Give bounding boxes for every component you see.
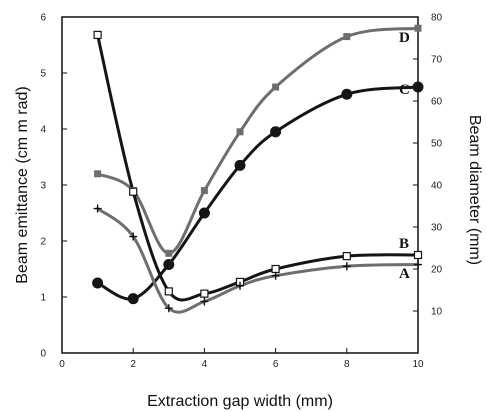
x-tick-label: 4 [202,359,208,370]
y-tick-label: 3 [40,181,46,192]
y2-tick-label: 50 [431,139,443,150]
y2-tick-label: 30 [431,223,443,234]
data-point-a [271,271,280,280]
x-tick-label: 6 [273,359,279,370]
data-point-d [236,128,244,136]
data-point-a [129,232,138,241]
data-point-c [163,259,175,271]
curve-label-a: A [399,266,410,282]
data-point-c [127,293,139,305]
chart-markers [92,24,424,313]
curve-label-d: D [399,30,410,46]
series-line-d [96,26,420,255]
x-tick-label: 8 [344,359,350,370]
y-tick-label: 1 [40,293,46,304]
y2-tick-label: 60 [431,97,443,108]
data-point-a [236,281,244,290]
data-point-a [414,260,422,269]
data-point-c [92,277,104,289]
series-line-b [96,33,420,302]
data-point-d [272,83,280,91]
curve-label-b: B [399,236,409,252]
data-point-c [234,159,246,171]
data-point-d [343,33,351,41]
data-point-a [342,262,351,271]
y-tick-label: 5 [40,69,46,80]
data-point-b [164,287,173,296]
data-point-b [200,289,209,298]
y-tick-label: 4 [40,125,46,136]
y-tick-label: 6 [40,13,46,24]
x-tick-label: 10 [412,359,424,370]
data-point-b [271,264,280,274]
curve-label-c: C [399,82,410,98]
series-line-c [96,85,420,301]
data-point-b [342,252,351,261]
data-point-b [413,250,423,260]
data-point-a [93,204,102,213]
data-point-b [129,187,138,196]
data-point-d [200,187,208,195]
data-point-a [200,297,209,306]
y2-tick-label: 20 [431,265,443,276]
x-tick-label: 2 [130,359,136,370]
data-point-d [94,170,102,178]
y2-tick-label: 10 [431,307,443,318]
data-point-c [341,88,353,100]
plot-frame [61,16,419,354]
x-tick-label: 0 [59,359,65,370]
chart-curves [96,26,420,314]
axis-ticks: 0 2 4 6 8 10 0 1 2 3 4 5 6 10 20 30 40 50 60 70 80 [40,13,442,371]
y2-axis-title: Beam diameter (mm) [466,115,483,265]
data-point-b [93,30,102,40]
y-tick-label: 2 [40,237,46,248]
data-point-c [198,207,210,219]
data-point-c [412,81,424,93]
y2-tick-label: 40 [431,181,443,192]
series-line-a [96,207,420,314]
y-tick-label: 0 [40,349,46,360]
y2-tick-label: 80 [431,13,443,24]
data-point-d [165,249,173,257]
data-point-a [164,304,173,313]
y-axis-title: Beam emittance (cm m rad) [14,86,31,283]
y2-tick-label: 70 [431,55,443,66]
data-point-d [414,24,422,32]
x-axis-title: Extraction gap width (mm) [147,393,333,410]
data-point-c [270,126,282,138]
